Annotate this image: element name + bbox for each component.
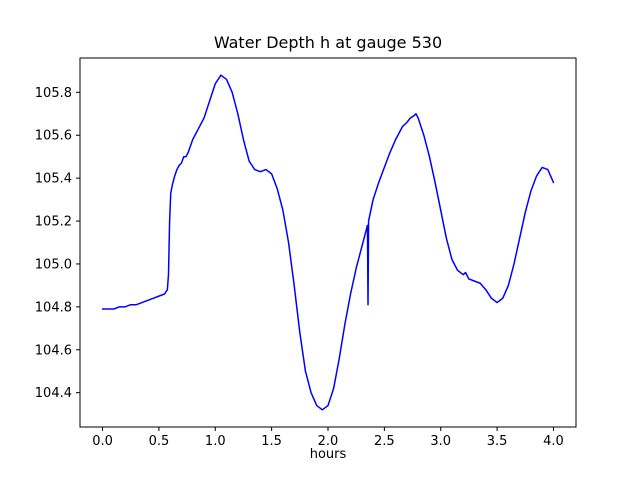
x-axis-label: hours [309,447,347,462]
y-tick-label: 105.4 [35,172,72,187]
y-tick-label: 105.0 [35,257,72,272]
data-line [101,74,555,411]
y-tick-label: 104.8 [35,300,72,315]
x-tick-label: 1.0 [205,434,226,449]
x-tick-label: 3.5 [487,434,508,449]
y-tick-label: 104.6 [35,343,72,358]
x-tick-label: 2.5 [374,434,395,449]
axes-frame [79,57,577,428]
x-tick-label: 0.0 [92,434,113,449]
chart-title: Water Depth h at gauge 530 [213,33,443,52]
y-tick-label: 105.2 [35,215,72,230]
x-tick-label: 4.0 [543,434,564,449]
x-tick-label: 0.5 [149,434,170,449]
y-tick-label: 105.8 [35,86,72,101]
x-tick-label: 2.0 [318,434,339,449]
y-tick-label: 105.6 [35,129,72,144]
x-tick-label: 1.5 [261,434,282,449]
x-tick-label: 3.0 [430,434,451,449]
y-tick-label: 104.4 [35,386,72,401]
